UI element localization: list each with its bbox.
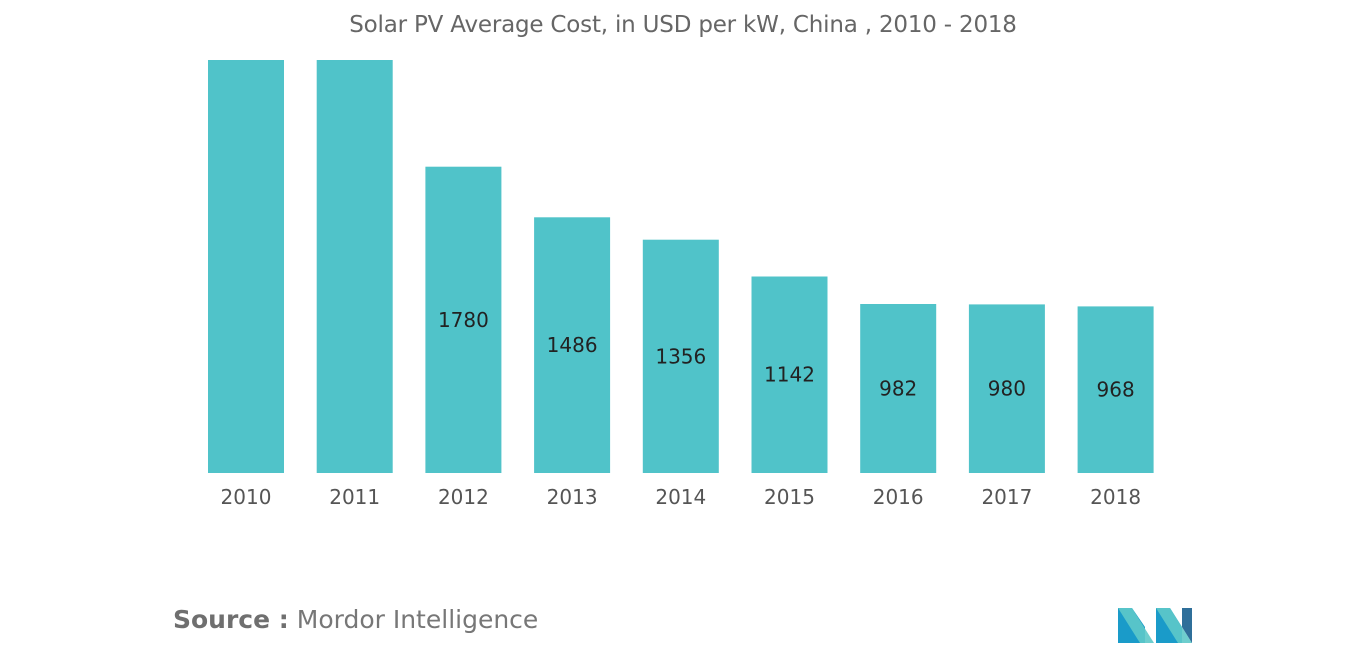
x-tick-label-2015: 2015 [764,485,815,509]
source-label: Source : [173,605,289,634]
x-tick-label-2011: 2011 [329,485,380,509]
bar-2016 [860,304,937,473]
x-tick-label-2017: 2017 [981,485,1032,509]
bars-layer [208,60,1154,473]
bar-2014 [642,239,719,473]
data-label-2016: 982 [879,377,917,401]
x-tick-label-2012: 2012 [438,485,489,509]
bar-2011 [316,60,393,473]
bar-chart: 2010 2011 2012 2013 2014 2015 2016 2017 2018 178… [208,60,1154,509]
bar-2018 [1077,306,1154,473]
data-label-2013: 1486 [547,333,598,357]
data-label-2015: 1142 [764,363,815,387]
bar-2013 [534,217,611,473]
chart-title: Solar PV Average Cost, in USD per kW, Ch… [349,12,1017,38]
bar-2015 [751,276,828,473]
x-tick-label-2016: 2016 [873,485,924,509]
x-tick-label-2018: 2018 [1090,485,1141,509]
data-label-2017: 980 [988,377,1026,401]
x-axis: 2010 2011 2012 2013 2014 2015 2016 2017 2018 [221,485,1142,509]
data-label-2014: 1356 [655,344,706,368]
source-value: Mordor Intelligence [296,605,539,634]
source-note: Source : Mordor Intelligence [173,605,538,634]
data-labels-layer: 1780 1486 1356 1142 982 980 968 [438,308,1135,402]
bar-2010 [208,60,284,473]
x-tick-label-2014: 2014 [655,485,706,509]
x-tick-label-2010: 2010 [221,485,272,509]
data-label-2012: 1780 [438,308,489,332]
bar-2017 [968,304,1045,473]
data-label-2018: 968 [1097,378,1135,402]
mordor-intelligence-logo-icon [1118,608,1192,643]
x-tick-label-2013: 2013 [547,485,598,509]
bar-2012 [425,166,502,473]
